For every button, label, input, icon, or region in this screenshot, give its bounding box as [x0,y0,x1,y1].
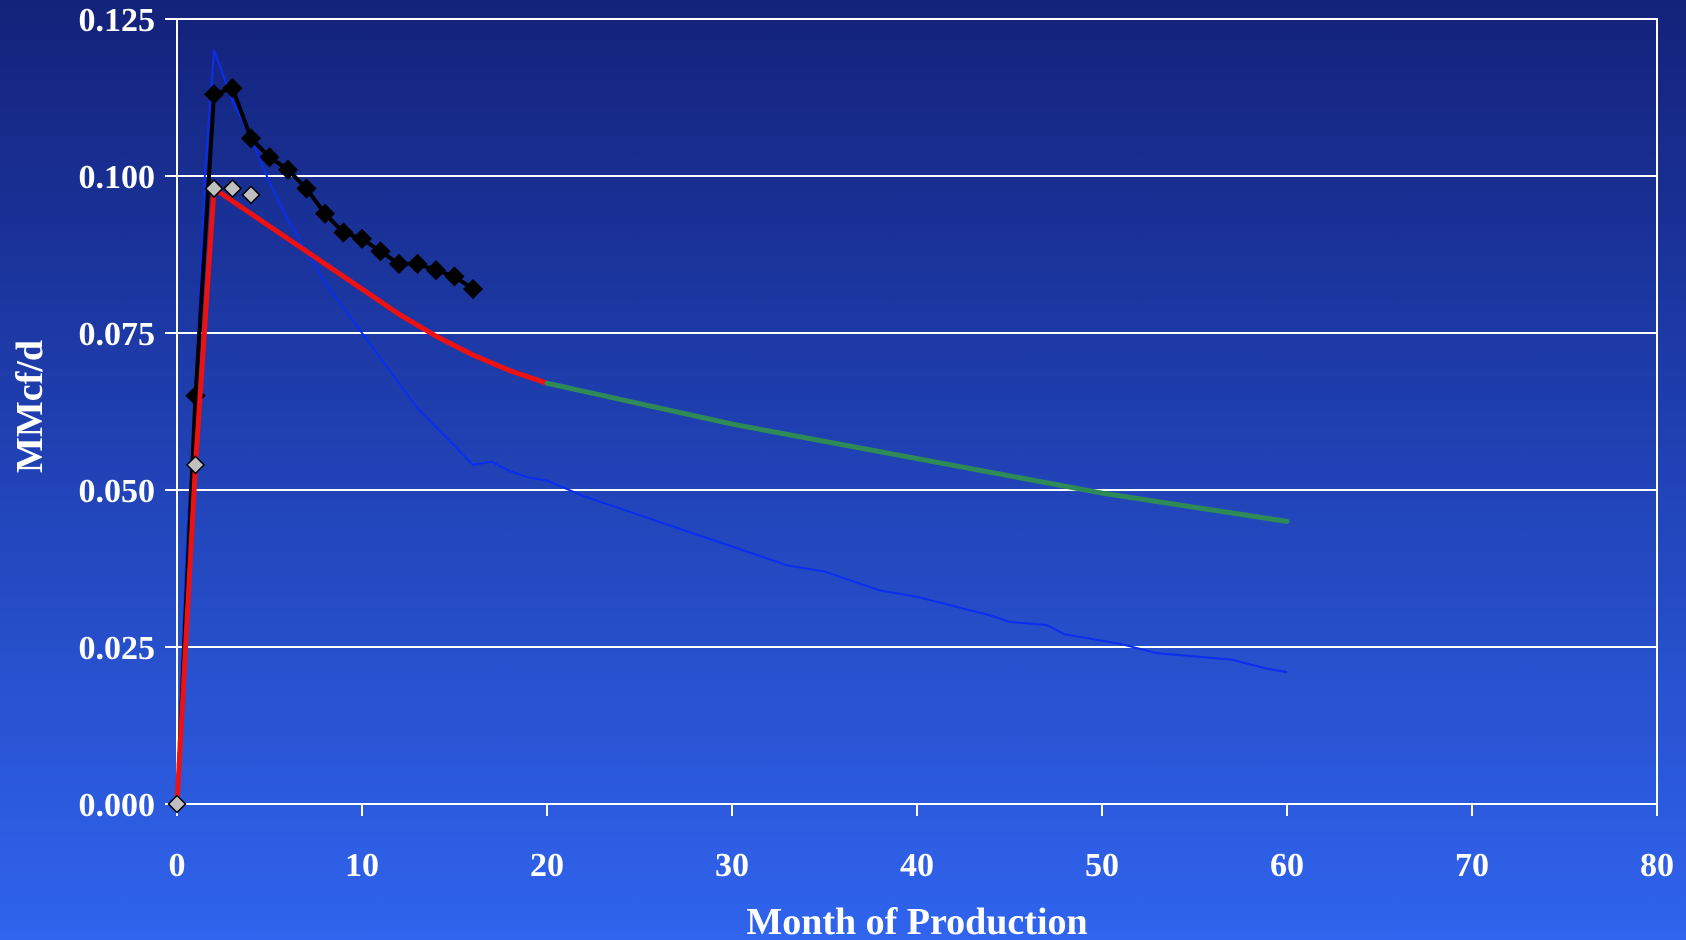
plot-area-frame [176,18,1658,805]
y-tick-label: 0.100 [79,159,156,196]
series-4 [167,178,261,814]
series-3 [544,380,1290,524]
x-tick-label: 20 [530,847,564,884]
data-point [222,78,243,99]
data-point [333,222,354,243]
series-line [174,186,550,807]
data-point [296,178,317,199]
grid-lines [177,18,1657,648]
series-group [167,49,1290,814]
y-tick-label: 0.075 [79,316,156,353]
x-axis-title: Month of Production [746,901,1087,940]
x-tick-label: 80 [1640,847,1674,884]
y-tick-label: 0.000 [79,787,156,824]
data-point [277,159,299,180]
x-tick-label: 50 [1085,847,1119,884]
data-point [407,253,428,274]
series-line [544,380,1290,524]
data-point [203,84,225,105]
series-0 [176,49,1288,805]
data-point [240,128,262,149]
y-tick-label: 0.125 [79,2,156,39]
data-point [167,794,187,814]
x-tick-label: 40 [900,847,934,884]
x-tick-label: 70 [1455,847,1489,884]
data-point [444,266,465,287]
data-point [204,178,224,199]
data-point [462,278,484,300]
data-point [259,147,280,168]
x-tick-label: 60 [1270,847,1304,884]
y-axis-title: MMcf/d [9,340,51,473]
x-tick-label: 10 [345,847,379,884]
data-point [370,241,391,262]
data-point [185,455,206,475]
y-tick-label: 0.050 [79,473,156,510]
x-tick-label: 0 [169,847,186,884]
data-point [388,253,410,274]
data-point [425,260,447,281]
x-axis-ticks: 0 10 20 30 40 50 60 70 80 [169,804,1674,884]
data-point [314,203,336,224]
y-axis-ticks: 0.000 0.025 0.050 0.075 0.100 0.125 [79,2,177,824]
series-2 [174,186,550,807]
x-tick-label: 30 [715,847,749,884]
data-point [222,178,243,199]
data-point [241,185,261,205]
y-tick-label: 0.025 [79,630,156,667]
data-point [351,228,373,249]
series-line [176,49,1288,805]
